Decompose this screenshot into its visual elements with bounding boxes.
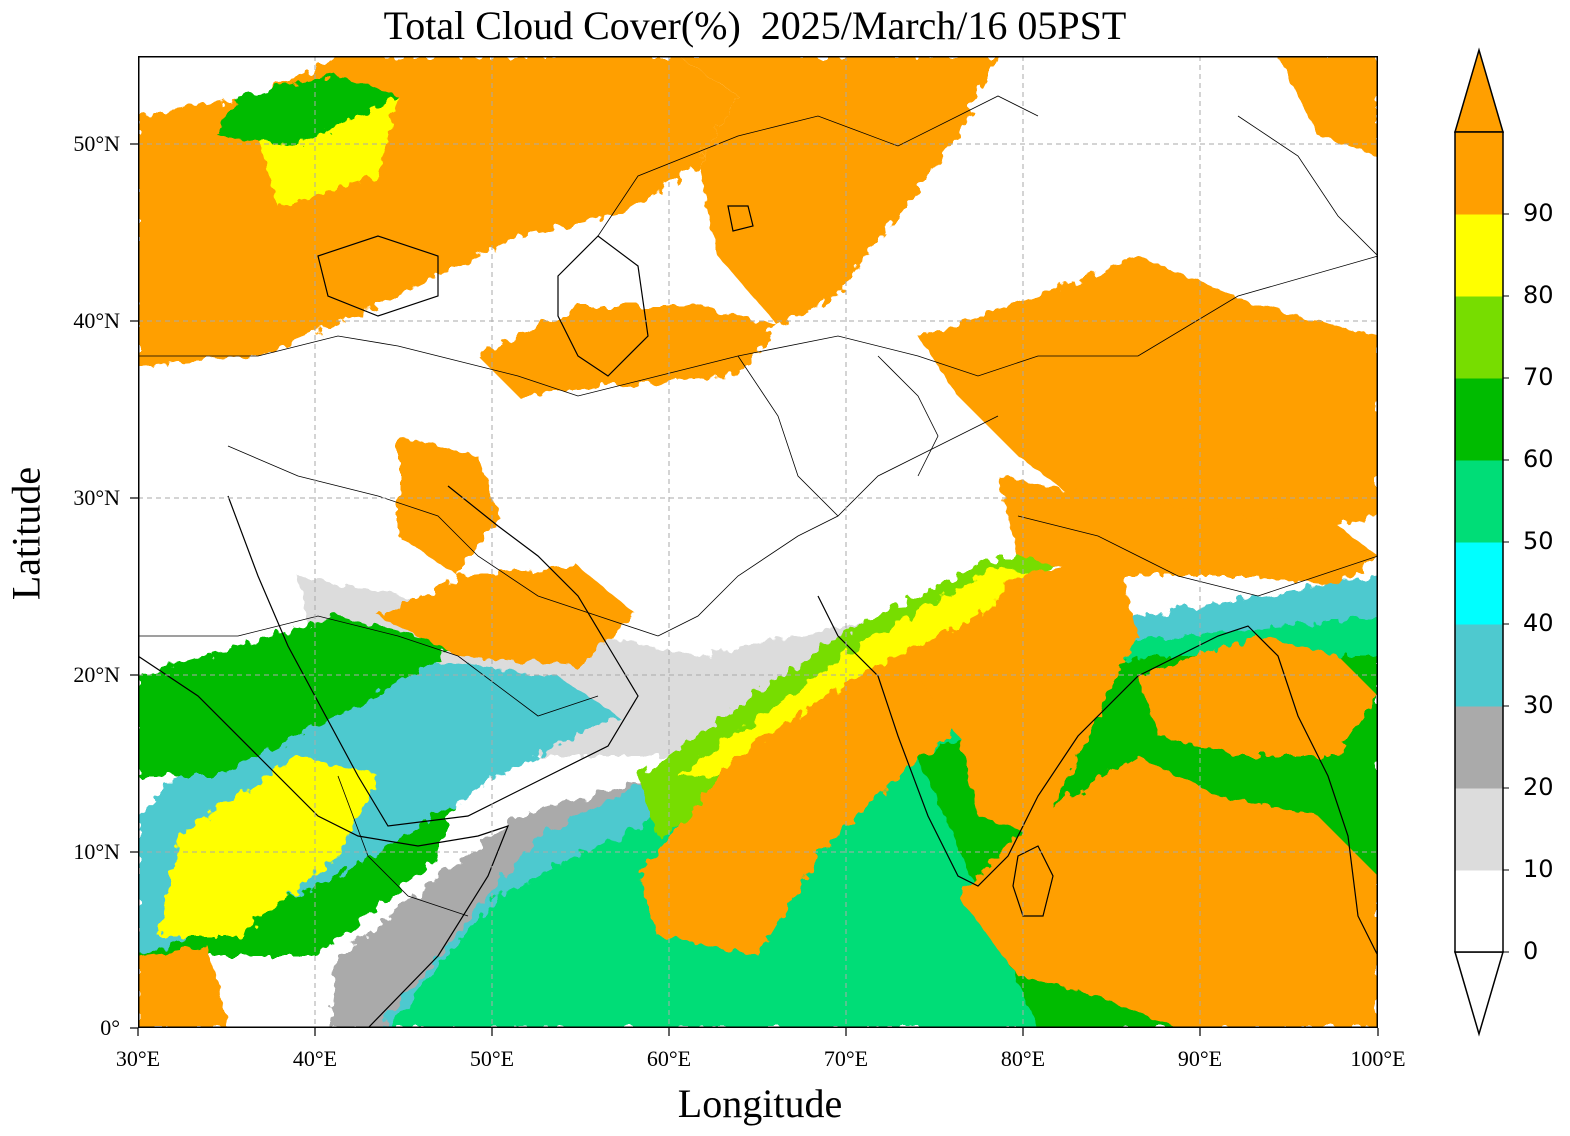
coastline-srilanka (1012, 845, 1054, 917)
cloud-field-orange (998, 476, 1378, 586)
cloud-field-yellow (258, 96, 398, 206)
cloud-field-orange (918, 256, 1378, 536)
cloud-field-green (138, 616, 458, 776)
y-tick-label: 30°N (73, 485, 120, 510)
x-tick-label: 50°E (469, 1046, 515, 1071)
x-tick-label: 80°E (1000, 1046, 1046, 1071)
map-plot-area (137, 56, 1379, 1029)
colorbar-label: 70 (1523, 363, 1554, 391)
cloud-field-green (218, 76, 398, 146)
colorbar-segment (1455, 296, 1503, 379)
colorbar-label: 50 (1523, 527, 1554, 555)
colorbar-segment (1455, 214, 1503, 297)
colorbar-frame (1454, 131, 1504, 953)
x-tick-label: 40°E (292, 1046, 338, 1071)
cloud-field-orange (138, 946, 228, 1028)
coastline-africa (137, 655, 510, 1029)
caspian-sea (557, 235, 649, 377)
colorbar-label: 30 (1523, 691, 1554, 719)
graticule (138, 56, 1378, 1028)
colorbar-label: 90 (1523, 199, 1554, 227)
colorbar-segment (1455, 132, 1503, 215)
colorbar-segment (1455, 542, 1503, 625)
colorbar-label: 0 (1523, 937, 1539, 965)
y-tick-label: 0° (100, 1015, 120, 1040)
colorbar-label: 10 (1523, 855, 1554, 883)
map-frame-border (138, 56, 1378, 1028)
colorbar-extend-max (1453, 47, 1505, 133)
y-axis-label: Latitude (3, 466, 49, 601)
colorbar-extend-min (1453, 951, 1505, 1037)
colorbar-label: 80 (1523, 281, 1554, 309)
colorbar-segment (1455, 788, 1503, 871)
chart-title: Total Cloud Cover(%) 2025/March/16 05PST (383, 3, 1127, 48)
cloud-field-orange (1278, 56, 1378, 156)
aral-sea (727, 205, 754, 232)
cloud-field-yellow (678, 566, 1038, 776)
y-tick-label: 50°N (73, 131, 120, 156)
coastlines (137, 205, 1379, 1029)
colorbar-segment (1455, 870, 1503, 953)
cloud-field-orange (958, 756, 1378, 1028)
colorbar-label: 40 (1523, 609, 1554, 637)
cloud-field-yellow (158, 756, 378, 936)
colorbar-segment (1455, 460, 1503, 543)
black-sea (317, 235, 439, 317)
colorbar-segment (1455, 624, 1503, 707)
x-tick-label: 90°E (1177, 1046, 1223, 1071)
cloud-cover-map (137, 56, 1379, 1029)
cloud-field-orange (1138, 636, 1378, 756)
country-borders (138, 95, 1379, 917)
cloud-field-orange (398, 436, 498, 576)
x-tick-label: 70°E (823, 1046, 869, 1071)
colorbar-segment (1455, 706, 1503, 789)
cloud-fields (138, 56, 1378, 1028)
x-tick-label: 60°E (646, 1046, 692, 1071)
coastline-india (817, 595, 1179, 887)
y-tick-label: 10°N (73, 839, 120, 864)
x-tick-label: 100°E (1350, 1046, 1406, 1071)
x-axis-label: Longitude (677, 1081, 843, 1126)
cloud-field-orange (918, 556, 1138, 836)
cloud-field-orange (678, 56, 998, 326)
colorbar-label: 60 (1523, 445, 1554, 473)
y-tick-label: 40°N (73, 308, 120, 333)
cloud-field-orange (478, 306, 778, 396)
coastline-bay-of-bengal (1177, 625, 1379, 957)
x-tick-label: 30°E (115, 1046, 161, 1071)
coastline-arabia (227, 485, 639, 827)
colorbar-label: 20 (1523, 773, 1554, 801)
colorbar-segment (1455, 378, 1503, 461)
y-tick-label: 20°N (73, 662, 120, 687)
